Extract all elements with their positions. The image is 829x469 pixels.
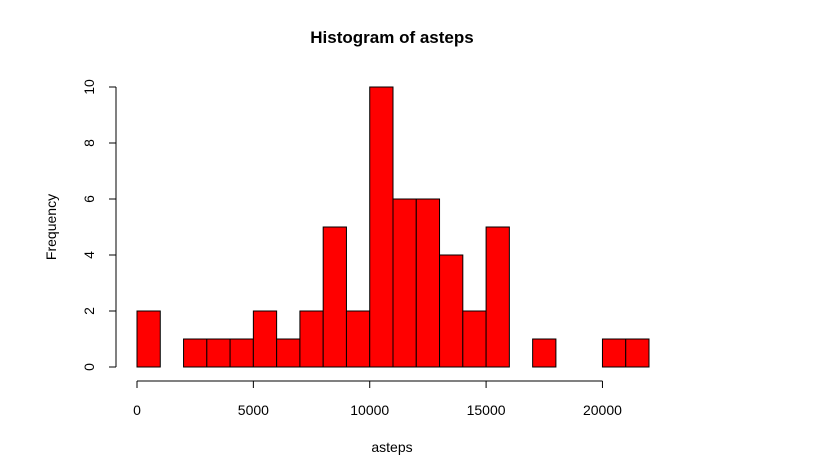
x-tick-label: 10000 — [350, 402, 389, 418]
bars-group — [136, 86, 650, 368]
histogram-bar — [415, 198, 441, 368]
chart-title: Histogram of asteps — [310, 28, 473, 47]
x-axis: 0 5000 10000 15000 20000 — [133, 380, 622, 418]
y-axis: 0 2 4 6 8 10 — [81, 79, 117, 371]
histogram-bar — [462, 310, 487, 368]
histogram-bar — [136, 310, 161, 368]
y-tick-label: 0 — [81, 363, 97, 371]
y-tick-label: 4 — [81, 251, 97, 259]
histogram-bar — [183, 338, 208, 368]
x-axis-label: asteps — [371, 439, 412, 455]
x-tick-label: 15000 — [467, 402, 506, 418]
histogram-bar — [625, 338, 650, 368]
histogram-bar — [601, 338, 627, 368]
y-tick-label: 8 — [81, 139, 97, 147]
histogram-bar — [229, 338, 254, 368]
histogram-bar — [345, 310, 371, 368]
histogram-bar — [206, 338, 231, 368]
histogram-bar — [439, 254, 464, 368]
histogram-bar — [392, 198, 417, 368]
histogram-bar — [532, 338, 557, 368]
histogram-bar — [369, 86, 394, 368]
histogram-bar — [252, 310, 278, 368]
x-tick-label: 5000 — [238, 402, 269, 418]
y-tick-label: 6 — [81, 195, 97, 203]
y-axis-label: Frequency — [43, 194, 59, 260]
y-tick-label: 10 — [81, 79, 97, 95]
histogram-bar — [322, 226, 347, 368]
x-tick-label: 0 — [133, 402, 141, 418]
histogram-bar — [299, 310, 324, 368]
histogram-bar — [276, 338, 301, 368]
histogram-bar — [485, 226, 510, 368]
x-tick-label: 20000 — [583, 402, 622, 418]
y-tick-label: 2 — [81, 307, 97, 315]
